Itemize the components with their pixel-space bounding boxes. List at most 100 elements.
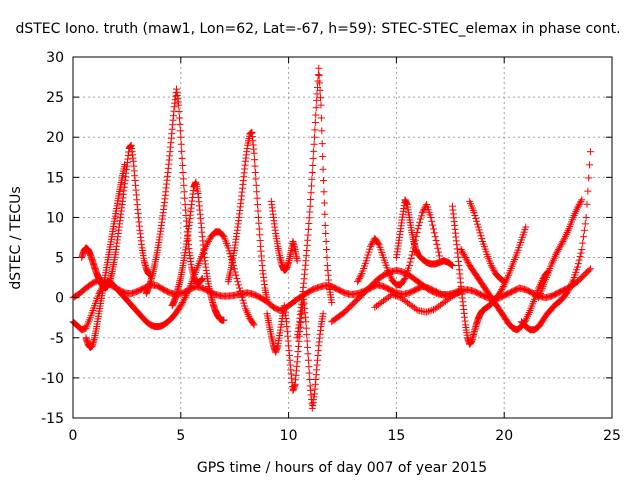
data-point bbox=[310, 140, 318, 148]
data-point bbox=[175, 108, 183, 116]
data-point bbox=[586, 265, 594, 273]
data-point bbox=[254, 207, 262, 215]
data-point bbox=[304, 350, 312, 358]
data-point bbox=[317, 114, 325, 122]
data-point bbox=[323, 246, 331, 254]
data-point bbox=[311, 126, 319, 134]
data-point bbox=[321, 221, 329, 229]
data-point bbox=[415, 221, 423, 229]
data-point bbox=[417, 212, 425, 220]
data-point bbox=[310, 147, 318, 155]
data-point bbox=[363, 254, 371, 262]
data-point bbox=[177, 140, 185, 148]
data-point bbox=[178, 300, 186, 308]
data-point bbox=[311, 118, 319, 126]
data-point bbox=[303, 331, 311, 339]
data-point bbox=[224, 244, 232, 252]
data-point bbox=[178, 154, 186, 162]
data-point bbox=[416, 218, 424, 226]
data-point bbox=[309, 161, 317, 169]
data-point bbox=[177, 302, 185, 310]
data-point bbox=[315, 72, 323, 80]
data-point bbox=[235, 281, 243, 289]
data-point bbox=[179, 161, 187, 169]
data-point bbox=[318, 140, 326, 148]
data-point bbox=[240, 299, 248, 307]
data-point bbox=[309, 154, 317, 162]
data-point bbox=[180, 188, 188, 196]
data-point bbox=[406, 258, 414, 266]
data-point bbox=[179, 298, 187, 306]
data-point bbox=[293, 257, 301, 265]
data-point bbox=[319, 165, 327, 173]
data-point bbox=[307, 189, 315, 197]
data-point bbox=[321, 210, 329, 218]
data-point bbox=[354, 278, 362, 286]
data-point bbox=[204, 238, 212, 246]
data-point bbox=[306, 375, 314, 383]
data-point bbox=[320, 188, 328, 196]
data-point bbox=[314, 71, 322, 79]
data-point bbox=[364, 251, 372, 259]
data-point bbox=[316, 79, 324, 87]
data-point bbox=[249, 320, 257, 328]
data-point bbox=[316, 86, 324, 94]
data-point bbox=[238, 293, 246, 301]
data-point bbox=[177, 133, 185, 141]
data-point bbox=[305, 369, 313, 377]
data-point bbox=[357, 271, 365, 279]
data-point bbox=[179, 175, 187, 183]
data-point bbox=[354, 276, 362, 284]
data-point bbox=[405, 262, 413, 270]
data-point bbox=[418, 209, 426, 217]
data-point bbox=[175, 101, 183, 109]
data-point bbox=[414, 225, 422, 233]
data-point bbox=[253, 188, 261, 196]
data-point bbox=[179, 169, 187, 177]
data-point bbox=[303, 337, 311, 345]
data-point bbox=[366, 245, 374, 253]
data-point bbox=[312, 104, 320, 112]
data-point bbox=[355, 274, 363, 282]
data-point bbox=[367, 241, 375, 249]
data-point bbox=[422, 202, 430, 210]
data-point bbox=[308, 175, 316, 183]
data-point bbox=[253, 194, 261, 202]
data-point bbox=[314, 77, 322, 85]
data-point bbox=[241, 302, 249, 310]
data-point bbox=[317, 94, 325, 102]
data-point bbox=[362, 257, 370, 265]
data-point bbox=[205, 236, 213, 244]
data-point bbox=[308, 169, 316, 177]
data-point bbox=[400, 276, 408, 284]
data-point bbox=[318, 127, 326, 135]
data-point bbox=[254, 201, 262, 209]
data-point bbox=[233, 274, 241, 282]
data-point bbox=[176, 114, 184, 122]
data-point bbox=[367, 242, 375, 250]
data-point bbox=[304, 343, 312, 351]
data-point bbox=[232, 271, 240, 279]
data-point bbox=[180, 181, 188, 189]
data-point bbox=[319, 152, 327, 160]
data-point bbox=[180, 295, 188, 303]
data-point bbox=[176, 303, 184, 311]
data-point bbox=[250, 149, 258, 157]
data-point bbox=[302, 318, 310, 326]
data-point bbox=[365, 248, 373, 256]
data-point bbox=[179, 297, 187, 305]
data-point bbox=[251, 156, 259, 164]
data-point bbox=[304, 356, 312, 364]
data-point bbox=[176, 127, 184, 135]
data-point bbox=[585, 266, 593, 274]
data-point bbox=[239, 296, 247, 304]
data-points bbox=[69, 64, 594, 412]
grid-lines bbox=[73, 57, 612, 418]
data-point bbox=[312, 111, 320, 119]
data-point bbox=[407, 255, 415, 263]
data-point bbox=[263, 295, 271, 303]
data-point bbox=[419, 207, 427, 215]
data-point bbox=[408, 251, 416, 259]
data-point bbox=[181, 194, 189, 202]
